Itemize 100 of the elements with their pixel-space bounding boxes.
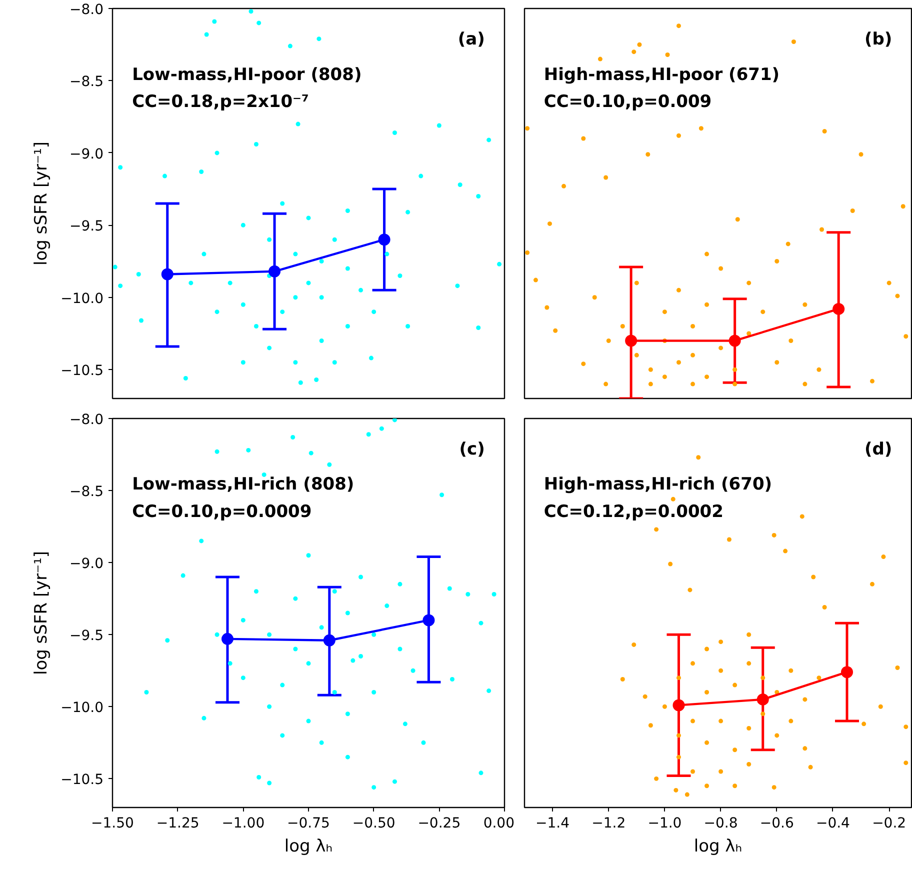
point (688, 588, 692, 592)
x-tick-label: −1.4 (536, 816, 570, 832)
point (384, 604, 390, 608)
point (732, 682, 738, 688)
annotation: (b) (864, 30, 892, 50)
x-tick-label: −1.50 (91, 816, 134, 832)
point (684, 792, 690, 797)
point (165, 638, 170, 643)
point (881, 554, 886, 560)
point (144, 690, 149, 694)
x-axis-title: log λₕ (694, 836, 742, 856)
point (676, 733, 681, 738)
y-tick-label: −8.0 (70, 2, 104, 18)
y-tick-label: −9.5 (70, 628, 104, 644)
point (718, 668, 724, 673)
x-tick-label: −1.25 (156, 816, 200, 832)
y-tick-label: −10.5 (60, 772, 104, 788)
point (772, 785, 776, 790)
point (492, 592, 496, 597)
point (802, 746, 808, 751)
point (662, 704, 667, 709)
point (345, 610, 350, 616)
point (306, 553, 311, 558)
point (358, 654, 364, 658)
point (802, 697, 808, 702)
point (904, 760, 908, 766)
annotation: High-mass,HI-rich (670) (544, 474, 772, 495)
point (293, 596, 298, 601)
x-tick-label: −0.25 (418, 816, 461, 832)
point (392, 418, 397, 422)
point (161, 268, 174, 280)
x-tick-label: −0.4 (816, 816, 850, 832)
annotation: CC=0.18,p=2x10⁻⁷ (132, 92, 309, 112)
y-tick-label: −10.0 (60, 700, 104, 716)
point (240, 676, 246, 680)
point (670, 496, 676, 502)
point (718, 769, 724, 774)
point (410, 668, 416, 673)
point (654, 527, 659, 532)
point (732, 784, 738, 788)
point (870, 582, 874, 586)
point (676, 676, 681, 680)
y-tick-label: −10.5 (60, 363, 104, 380)
point (240, 618, 246, 622)
point (372, 690, 376, 694)
point (760, 676, 766, 680)
point (648, 723, 653, 728)
x-tick-label: −1.00 (222, 816, 265, 832)
point (254, 589, 258, 594)
point (267, 704, 272, 709)
point (447, 586, 452, 591)
point (746, 661, 752, 666)
y-tick-label: −9.0 (70, 556, 104, 572)
y-tick-label: −9.0 (70, 146, 104, 162)
point (774, 690, 780, 694)
x-tick-label: −1.0 (648, 816, 682, 832)
annotation: CC=0.12,p=0.0002 (544, 502, 724, 522)
point (788, 718, 794, 724)
point (280, 733, 285, 738)
point (668, 562, 673, 566)
point (319, 625, 324, 630)
point (690, 769, 696, 774)
point (327, 462, 332, 467)
point (350, 658, 356, 663)
point (841, 666, 853, 678)
point (704, 784, 710, 788)
point (422, 614, 435, 626)
point (788, 668, 794, 673)
point (332, 589, 337, 594)
point (756, 693, 769, 706)
point (372, 785, 376, 790)
point (878, 704, 883, 709)
point (746, 726, 752, 731)
annotation: Low-mass,HI-poor (808) (132, 64, 362, 85)
point (421, 740, 426, 745)
point (202, 716, 206, 720)
annotation: CC=0.10,p=0.009 (544, 92, 712, 112)
point (221, 632, 234, 645)
x-tick-label: −0.6 (760, 816, 794, 832)
y-tick-label: −8.0 (70, 412, 104, 428)
point (718, 718, 724, 724)
point (895, 666, 900, 670)
point (816, 676, 822, 680)
point (672, 699, 685, 712)
point (398, 646, 402, 652)
point (704, 740, 710, 745)
point (690, 718, 696, 724)
point (332, 690, 337, 694)
x-tick-label: −0.2 (872, 816, 906, 832)
point (246, 448, 251, 452)
point (378, 234, 390, 246)
point (358, 574, 364, 580)
point (199, 538, 204, 544)
point (319, 740, 324, 745)
point (372, 632, 376, 637)
point (674, 788, 678, 792)
point (620, 677, 625, 682)
x-tick-label: −0.50 (352, 816, 396, 832)
point (704, 646, 710, 652)
point (280, 682, 285, 688)
